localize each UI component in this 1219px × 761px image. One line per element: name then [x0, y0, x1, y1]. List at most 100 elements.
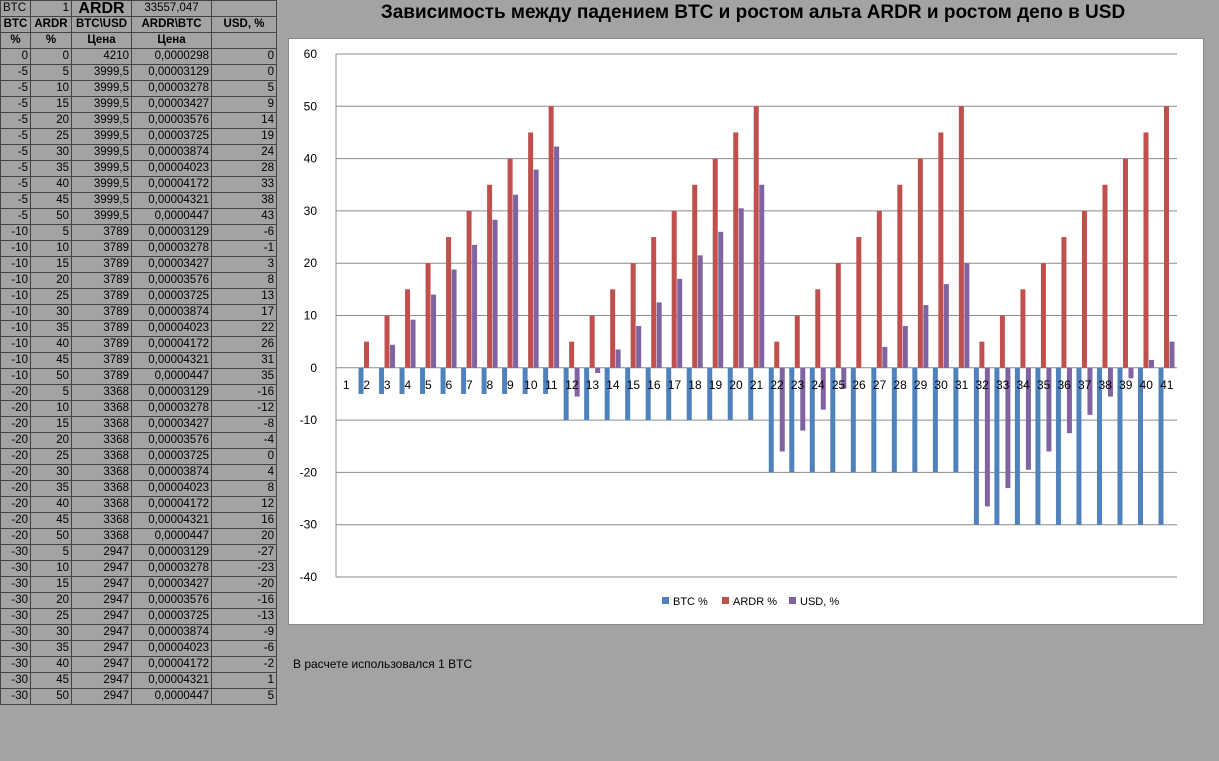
table-cell[interactable]: 3368 — [71, 512, 132, 529]
table-cell[interactable]: -5 — [0, 64, 31, 81]
table-cell[interactable]: -30 — [0, 672, 31, 689]
table-cell[interactable]: 0,00003129 — [131, 64, 212, 81]
table-cell[interactable]: 31 — [211, 352, 277, 369]
table-cell[interactable]: 0,00003427 — [131, 416, 212, 433]
table-cell[interactable]: 2947 — [71, 640, 132, 657]
table-cell[interactable]: 35 — [30, 640, 72, 657]
cell-total[interactable]: 33557,047 — [131, 0, 212, 17]
table-cell[interactable]: 0,00003278 — [131, 400, 212, 417]
table-cell[interactable]: 20 — [30, 272, 72, 289]
table-cell[interactable]: 3789 — [71, 288, 132, 305]
table-cell[interactable]: 0,00003725 — [131, 608, 212, 625]
table-cell[interactable]: 3999,5 — [71, 160, 132, 177]
table-cell[interactable]: -5 — [0, 192, 31, 209]
table-cell[interactable]: 0,00003874 — [131, 304, 212, 321]
table-cell[interactable]: -4 — [211, 432, 277, 449]
table-cell[interactable]: -10 — [0, 272, 31, 289]
subheader-ardr-percent[interactable]: % — [30, 32, 72, 49]
table-cell[interactable]: 5 — [30, 384, 72, 401]
subheader-usd[interactable] — [211, 32, 277, 49]
table-cell[interactable]: 16 — [211, 512, 277, 529]
table-cell[interactable]: 50 — [30, 688, 72, 705]
table-cell[interactable]: -20 — [0, 448, 31, 465]
table-cell[interactable]: 0,00003278 — [131, 240, 212, 257]
table-cell[interactable]: 8 — [211, 480, 277, 497]
table-cell[interactable]: -30 — [0, 608, 31, 625]
table-cell[interactable]: 28 — [211, 160, 277, 177]
table-cell[interactable]: 2947 — [71, 688, 132, 705]
table-cell[interactable]: -6 — [211, 640, 277, 657]
table-cell[interactable]: 3368 — [71, 480, 132, 497]
table-cell[interactable]: 33 — [211, 176, 277, 193]
table-cell[interactable]: 17 — [211, 304, 277, 321]
table-cell[interactable]: 15 — [30, 416, 72, 433]
table-cell[interactable]: 25 — [30, 128, 72, 145]
table-cell[interactable]: 3368 — [71, 432, 132, 449]
table-cell[interactable]: 3999,5 — [71, 128, 132, 145]
cell-btc-label[interactable]: BTC — [0, 0, 31, 17]
table-cell[interactable]: 5 — [211, 80, 277, 97]
table-cell[interactable]: -5 — [0, 160, 31, 177]
table-cell[interactable]: 20 — [211, 528, 277, 545]
table-cell[interactable]: -30 — [0, 624, 31, 641]
table-cell[interactable]: 3999,5 — [71, 80, 132, 97]
table-cell[interactable]: 15 — [30, 576, 72, 593]
table-cell[interactable]: 3789 — [71, 224, 132, 241]
table-cell[interactable]: 0,00003725 — [131, 128, 212, 145]
table-cell[interactable]: 0 — [211, 48, 277, 65]
table-cell[interactable]: 2947 — [71, 544, 132, 561]
table-cell[interactable]: -20 — [0, 416, 31, 433]
table-cell[interactable]: -30 — [0, 592, 31, 609]
table-cell[interactable]: -20 — [211, 576, 277, 593]
table-cell[interactable]: 2947 — [71, 608, 132, 625]
table-cell[interactable]: 35 — [30, 320, 72, 337]
table-cell[interactable]: 5 — [211, 688, 277, 705]
table-cell[interactable]: 3789 — [71, 272, 132, 289]
table-cell[interactable]: 0 — [211, 64, 277, 81]
table-cell[interactable]: 3368 — [71, 416, 132, 433]
table-cell[interactable]: 14 — [211, 112, 277, 129]
table-cell[interactable]: -10 — [0, 336, 31, 353]
table-cell[interactable]: 0,00004321 — [131, 672, 212, 689]
table-cell[interactable]: -8 — [211, 416, 277, 433]
table-cell[interactable]: 0,0000447 — [131, 688, 212, 705]
table-cell[interactable]: 43 — [211, 208, 277, 225]
table-cell[interactable]: 30 — [30, 304, 72, 321]
table-cell[interactable]: 38 — [211, 192, 277, 209]
table-cell[interactable]: 5 — [30, 64, 72, 81]
table-cell[interactable]: 2947 — [71, 592, 132, 609]
table-cell[interactable]: 10 — [30, 400, 72, 417]
table-cell[interactable]: 2947 — [71, 576, 132, 593]
subheader-ardr-btc-price[interactable]: Цена — [131, 32, 212, 49]
table-cell[interactable]: -2 — [211, 656, 277, 673]
table-cell[interactable]: 3368 — [71, 448, 132, 465]
table-cell[interactable]: -20 — [0, 400, 31, 417]
table-cell[interactable]: -10 — [0, 320, 31, 337]
subheader-btc-usd-price[interactable]: Цена — [71, 32, 132, 49]
table-cell[interactable]: 3368 — [71, 400, 132, 417]
header-ardr-btc[interactable]: ARDR\BTC — [131, 16, 212, 33]
table-cell[interactable]: 30 — [30, 464, 72, 481]
table-cell[interactable]: 3368 — [71, 528, 132, 545]
cell-btc-amount[interactable]: 1 — [30, 0, 72, 17]
table-cell[interactable]: 0,00003278 — [131, 80, 212, 97]
table-cell[interactable]: 10 — [30, 240, 72, 257]
table-cell[interactable]: -30 — [0, 576, 31, 593]
table-cell[interactable]: -20 — [0, 384, 31, 401]
table-cell[interactable]: -10 — [0, 288, 31, 305]
table-cell[interactable]: 3789 — [71, 336, 132, 353]
table-cell[interactable]: 20 — [30, 112, 72, 129]
table-cell[interactable]: 45 — [30, 512, 72, 529]
table-cell[interactable]: -10 — [0, 256, 31, 273]
table-cell[interactable]: 3999,5 — [71, 176, 132, 193]
table-cell[interactable]: 3 — [211, 256, 277, 273]
table-cell[interactable]: 40 — [30, 336, 72, 353]
table-cell[interactable]: 4210 — [71, 48, 132, 65]
table-cell[interactable]: 0,00003874 — [131, 624, 212, 641]
table-cell[interactable]: 0,00003427 — [131, 576, 212, 593]
table-cell[interactable]: 20 — [30, 432, 72, 449]
table-cell[interactable]: -20 — [0, 528, 31, 545]
table-cell[interactable]: 3999,5 — [71, 192, 132, 209]
table-cell[interactable]: 0,0000447 — [131, 528, 212, 545]
table-cell[interactable]: -30 — [0, 544, 31, 561]
